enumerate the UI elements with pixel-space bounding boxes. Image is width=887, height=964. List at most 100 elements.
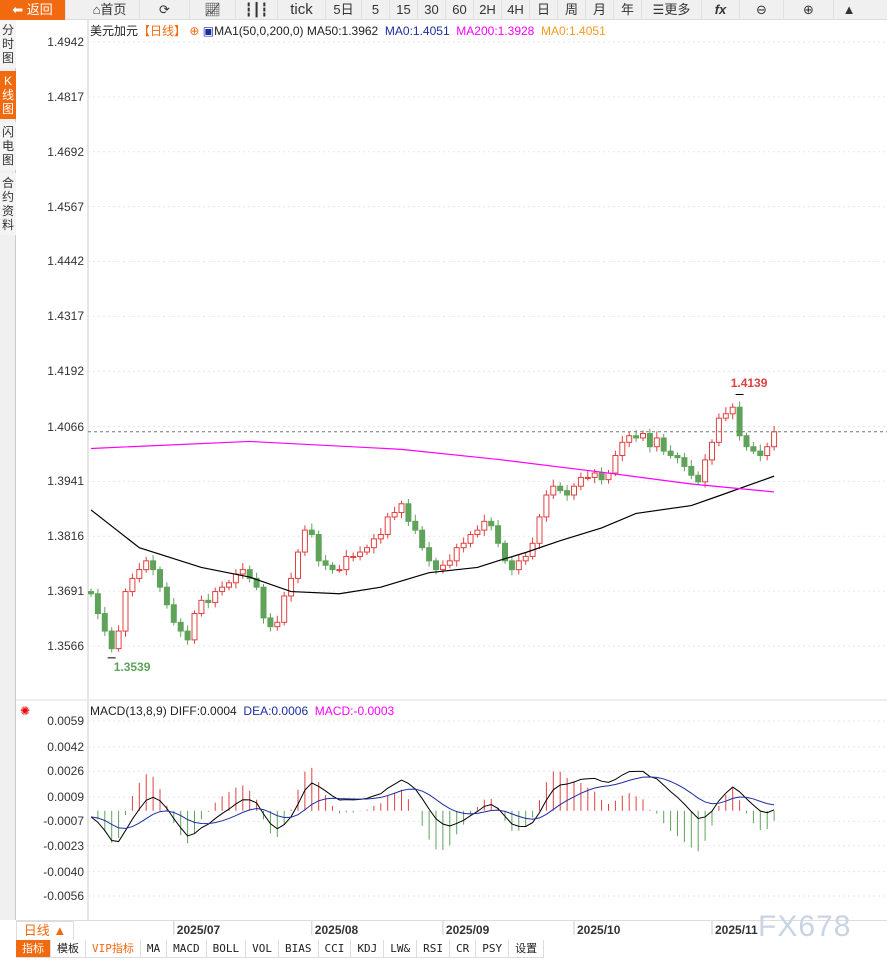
candle-body: [191, 613, 198, 641]
period-5[interactable]: 5: [362, 0, 390, 20]
period-tick[interactable]: tick: [278, 0, 326, 20]
period-4h[interactable]: 4H: [502, 0, 530, 20]
y-tick-label: 1.3816: [47, 529, 84, 544]
more-button[interactable]: ☰更多: [642, 0, 702, 20]
up-icon[interactable]: ▲: [842, 2, 856, 17]
candle-body: [315, 534, 322, 562]
candle-body: [370, 538, 377, 549]
candle-body: [322, 560, 329, 566]
ma50-value: MA50:1.3962: [306, 24, 379, 38]
candle-body: [226, 582, 232, 588]
indicator-tab[interactable]: CR: [450, 940, 477, 958]
candle-body: [405, 503, 412, 522]
line-chart-icon[interactable]: 📈︎: [190, 0, 236, 20]
candle-body: [467, 534, 474, 544]
y-tick-label: 0.0059: [47, 714, 84, 728]
candle-body: [681, 457, 688, 467]
x-tick-label: 2025/07: [176, 923, 221, 937]
period-month[interactable]: 月: [586, 0, 614, 20]
fx-button[interactable]: fx: [702, 0, 740, 20]
period-week[interactable]: 周: [558, 0, 586, 20]
indicator-tab[interactable]: 设置: [509, 940, 545, 958]
home-button[interactable]: ⌂首页: [80, 0, 140, 20]
candle-body: [88, 591, 94, 595]
indicator-tab[interactable]: VIP指标: [86, 940, 141, 958]
more-label: 更多: [664, 2, 691, 17]
ma-icon[interactable]: ▣: [202, 24, 215, 38]
indicator-tab[interactable]: LW&: [384, 940, 418, 958]
candle-body: [343, 555, 350, 571]
period-day[interactable]: 日: [530, 0, 558, 20]
candle-body: [391, 512, 398, 518]
settings-icon[interactable]: ⊕: [186, 24, 203, 38]
y-tick-label: 0.0009: [47, 790, 84, 805]
candle-body: [626, 435, 633, 443]
indicator-tab[interactable]: PSY: [476, 940, 510, 958]
candle-body: [543, 494, 550, 518]
ma200-value: MA200:1.3928: [456, 24, 535, 38]
toolbar: ⬅ 返回 ⌂首页 ⟳ 📈︎ ┇┃┇ tick 5日 5 15 30 60 2H …: [0, 0, 887, 20]
candle-body: [357, 551, 364, 557]
watermark-logo: FX678: [758, 910, 852, 943]
candle-body: [729, 406, 736, 415]
candle-body: [736, 406, 743, 437]
candle-body: [384, 516, 391, 536]
indicator-tab[interactable]: BIAS: [279, 940, 319, 958]
candle-body: [715, 417, 722, 443]
indicator-tab[interactable]: CCI: [318, 940, 352, 958]
candle-body: [439, 564, 446, 571]
candlestick-icon[interactable]: ┇┃┇: [236, 0, 278, 20]
candle-body: [232, 573, 239, 584]
indicator-tab[interactable]: 模板: [51, 940, 86, 958]
indicator-tab[interactable]: 指标: [16, 940, 51, 958]
period-15[interactable]: 15: [390, 0, 418, 20]
y-tick-label: -0.0040: [43, 864, 84, 879]
period-5d[interactable]: 5日: [326, 0, 362, 20]
period-selector[interactable]: 日线 ▲: [16, 921, 74, 941]
candle-body: [743, 435, 750, 448]
refresh-icon[interactable]: ⟳: [140, 0, 190, 20]
candle-body: [364, 547, 370, 553]
period-30[interactable]: 30: [418, 0, 446, 20]
candle-body: [522, 555, 529, 562]
sidebar-tab-kline[interactable]: K线图: [0, 71, 16, 119]
period-60[interactable]: 60: [446, 0, 474, 20]
candle-body: [205, 599, 212, 604]
period-2h[interactable]: 2H: [474, 0, 502, 20]
back-button[interactable]: ⬅ 返回: [0, 0, 66, 20]
candle-body: [136, 569, 143, 579]
price-legend: 美元加元【日线】 ⊕ ▣MA1(50,0,200,0) MA50:1.3962 …: [90, 22, 606, 39]
sidebar-tab-flash[interactable]: 闪电图: [0, 122, 16, 170]
candle-body: [688, 465, 695, 476]
y-tick-label: 1.4942: [47, 35, 84, 49]
indicator-tab[interactable]: MACD: [167, 940, 207, 958]
indicator-tab[interactable]: MA: [140, 940, 168, 958]
zoom-out-icon[interactable]: ⊖: [740, 0, 784, 20]
candle-body: [143, 560, 150, 571]
candle-body: [653, 437, 660, 448]
candle-body: [219, 586, 226, 593]
indicator-tab[interactable]: VOL: [246, 940, 279, 958]
macd-settings-icon[interactable]: ✺: [20, 704, 31, 718]
y-tick-label: 1.3566: [47, 639, 84, 653]
candle-body: [495, 525, 502, 544]
diff-value: DIFF:0.0004: [170, 704, 237, 718]
zoom-in-icon[interactable]: ⊕: [784, 0, 834, 20]
candle-body: [605, 472, 612, 481]
candle-body: [612, 454, 619, 474]
candle-body: [150, 560, 157, 571]
candle-body: [695, 474, 702, 483]
y-tick-label: -0.0023: [43, 838, 84, 853]
indicator-tab[interactable]: KDJ: [351, 940, 385, 958]
period-year[interactable]: 年: [614, 0, 642, 20]
candle-body: [301, 529, 308, 553]
candle-body: [646, 433, 653, 448]
sidebar-tab-contract-info[interactable]: 合约资料: [0, 173, 16, 235]
indicator-tab[interactable]: BOLL: [206, 940, 247, 958]
candle-body: [184, 630, 191, 641]
sidebar-tab-timeshare[interactable]: 分时图: [0, 20, 16, 68]
candle-body: [122, 591, 129, 632]
candle-body: [308, 529, 315, 536]
indicator-tab[interactable]: RSI: [417, 940, 450, 958]
candle-body: [350, 555, 357, 558]
